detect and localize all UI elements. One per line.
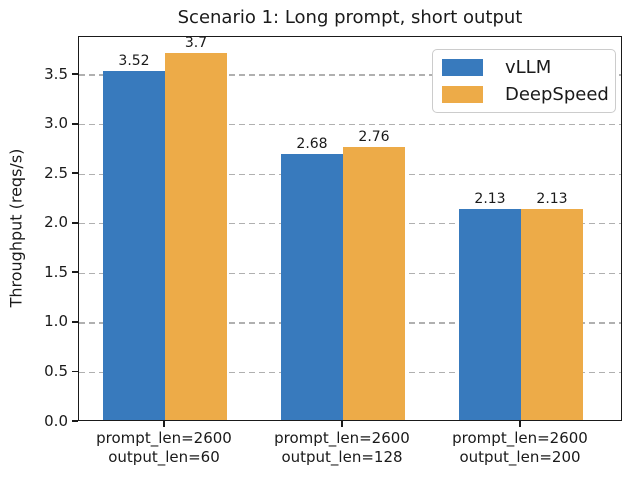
y-tick-label: 2.5 — [44, 163, 68, 182]
bar-value-label: 2.13 — [536, 190, 568, 207]
y-tick-mark — [72, 172, 78, 175]
y-tick-mark — [72, 420, 78, 422]
legend-swatch-vllm — [442, 59, 483, 76]
bar-value-label: 2.13 — [474, 190, 506, 207]
y-tick-label: 3.0 — [44, 114, 68, 133]
y-tick-label: 2.0 — [44, 213, 68, 232]
y-tick-mark — [72, 370, 78, 373]
chart-title: Scenario 1: Long prompt, short output — [177, 7, 523, 28]
bar-deepspeed-group2 — [343, 146, 405, 420]
legend-entry-deepspeed: DeepSpeed — [442, 81, 615, 108]
y-tick-mark — [72, 221, 78, 224]
bar-value-label: 3.52 — [118, 53, 150, 70]
legend-label: DeepSpeed — [505, 83, 609, 105]
bar-deepspeed-group1 — [165, 53, 227, 420]
x-tick-label: prompt_len=2600 output_len=60 — [96, 429, 232, 466]
y-tick-label: 1.0 — [44, 312, 68, 331]
x-tick-mark — [341, 421, 343, 427]
y-tick-mark — [72, 271, 78, 274]
bar-vllm-group1 — [103, 71, 165, 420]
gridline — [79, 124, 621, 126]
x-tick-label: prompt_len=2600 output_len=128 — [274, 429, 410, 466]
y-tick-label: 1.5 — [44, 262, 68, 281]
x-tick-mark — [519, 421, 521, 427]
y-tick-label: 0.5 — [44, 361, 68, 380]
x-tick-mark — [163, 421, 165, 427]
bar-value-label: 3.7 — [184, 35, 208, 52]
bar-vllm-group2 — [281, 154, 343, 420]
legend-label: vLLM — [505, 56, 552, 78]
x-tick-label: prompt_len=2600 output_len=200 — [452, 429, 588, 466]
gridline — [79, 74, 621, 76]
legend-entry-vllm: vLLM — [442, 54, 615, 81]
bar-value-label: 2.76 — [358, 128, 390, 145]
legend: vLLM DeepSpeed — [432, 49, 616, 113]
y-tick-label: 3.5 — [44, 64, 68, 83]
y-tick-mark — [72, 321, 78, 323]
y-tick-mark — [72, 122, 78, 125]
y-tick-label: 0.0 — [44, 411, 68, 430]
legend-swatch-deepspeed — [442, 86, 483, 103]
bar-value-label: 2.68 — [296, 136, 328, 153]
bar-vllm-group3 — [459, 208, 521, 420]
y-tick-mark — [72, 73, 78, 76]
bar-deepspeed-group3 — [521, 208, 583, 420]
